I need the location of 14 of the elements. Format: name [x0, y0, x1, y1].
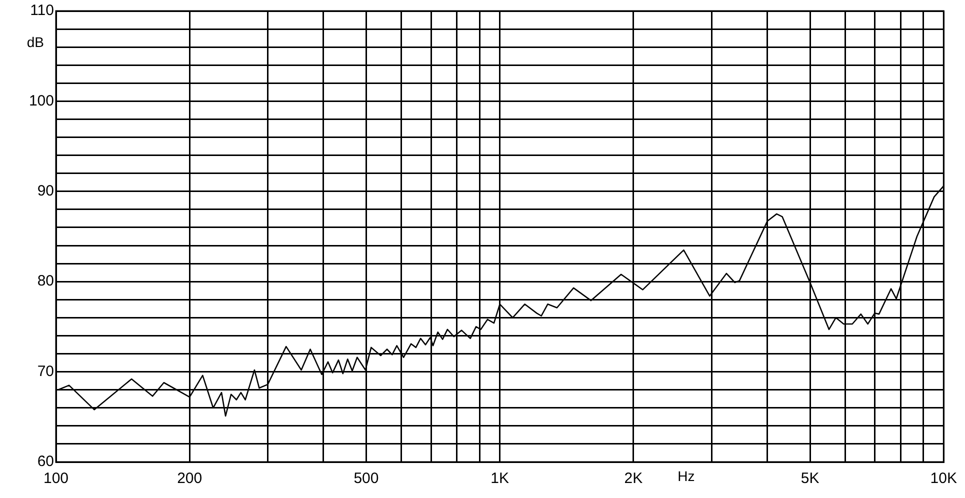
x-tick-label: 500 [354, 470, 379, 488]
y-axis-title: dB [26, 34, 44, 50]
y-tick-label: 100 [28, 92, 54, 110]
y-tick-label: 80 [37, 272, 54, 290]
x-tick-label: 1K [490, 470, 510, 488]
x-tick-label: 10K [930, 470, 958, 488]
y-tick-label: 70 [37, 362, 54, 380]
x-tick-label: 2K [624, 470, 643, 488]
y-tick-label: 110 [30, 2, 54, 20]
y-tick-label: 90 [37, 182, 54, 200]
x-tick-label: 200 [177, 470, 202, 488]
y-tick-label: 60 [37, 453, 54, 470]
x-axis-title: Hz [678, 468, 695, 484]
x-tick-label: 5K [800, 470, 820, 488]
